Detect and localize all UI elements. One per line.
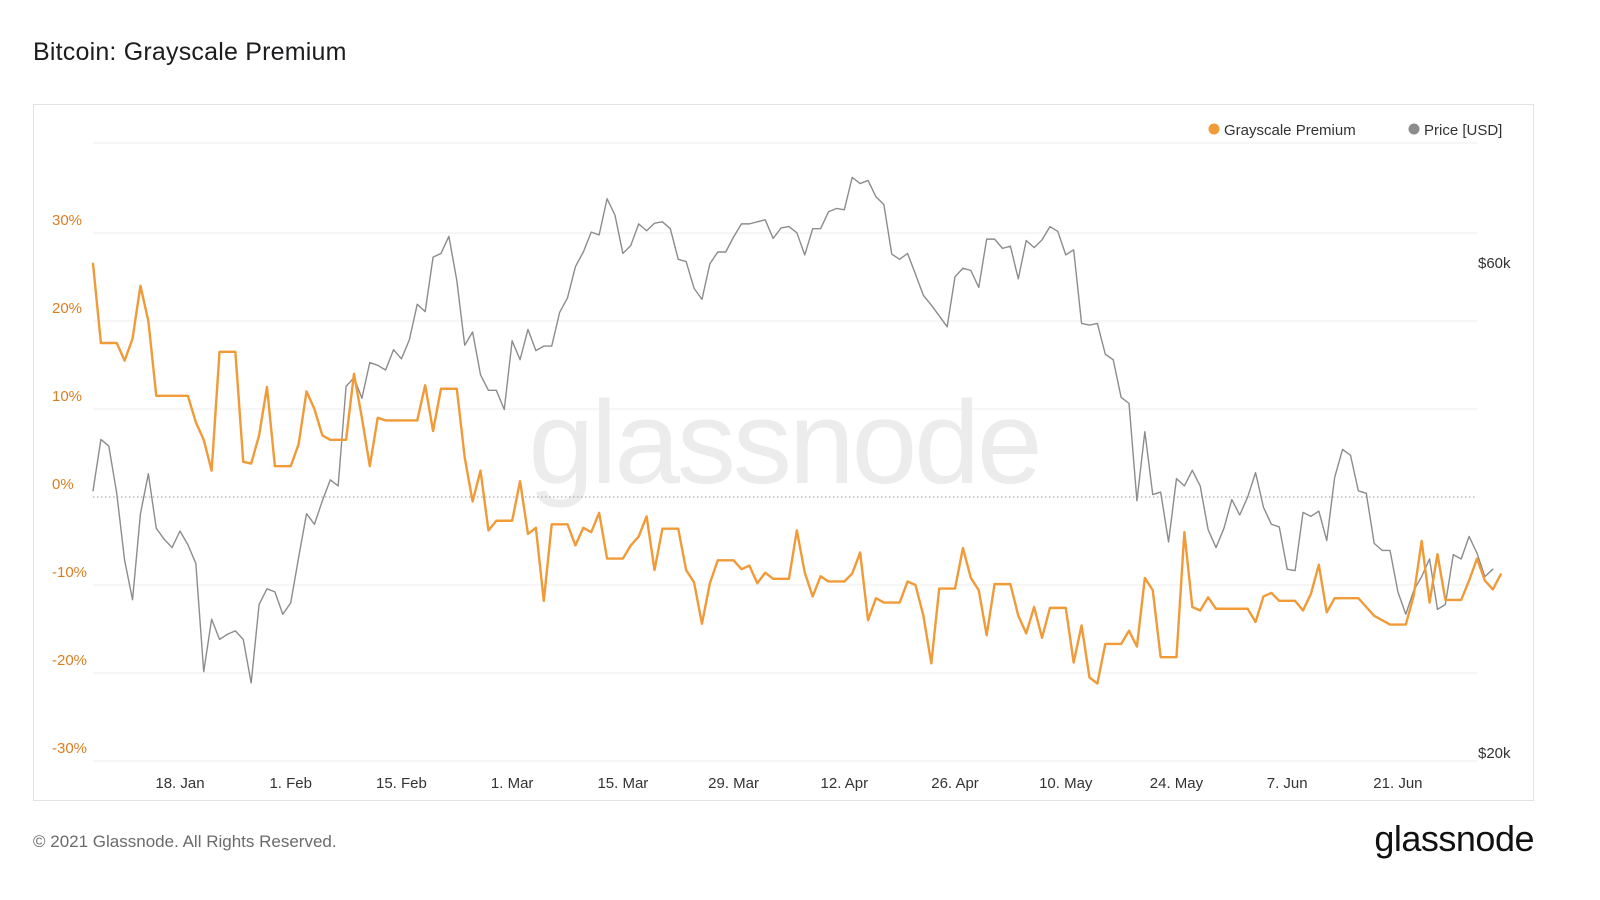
x-tick-label: 24. May (1150, 775, 1204, 792)
series-line-price (92, 176, 1494, 684)
y-left-tick-label: 30% (52, 212, 82, 229)
x-tick-label: 1. Mar (491, 775, 534, 792)
x-tick-label: 1. Feb (269, 775, 312, 792)
y-left-tick-label: 0% (52, 476, 74, 493)
x-tick-label: 10. May (1039, 775, 1093, 792)
legend-item-price[interactable]: Price [USD] (1408, 122, 1503, 139)
y-left-tick-label: -10% (52, 564, 87, 581)
chart-svg: glassnode 30% 20% 10% 0% -10% -20% -30% $60k $20… (52, 122, 1511, 792)
x-tick-label: 7. Jun (1267, 775, 1308, 792)
x-tick-label: 29. Mar (708, 775, 759, 792)
series-line-grayscale-premium (91, 262, 1502, 685)
y-left-tick-label: -30% (52, 740, 87, 757)
x-tick-label: 21. Jun (1373, 775, 1422, 792)
page-title: Bitcoin: Grayscale Premium (33, 38, 347, 66)
legend-label: Price [USD] (1424, 122, 1502, 139)
x-tick-label: 12. Apr (821, 775, 869, 792)
glassnode-logo[interactable]: glassnode (1374, 818, 1534, 859)
legend-label: Grayscale Premium (1224, 122, 1356, 139)
y-left-tick-label: 10% (52, 388, 82, 405)
legend: Grayscale Premium Price [USD] (1208, 122, 1503, 139)
watermark: glassnode (529, 377, 1040, 509)
series-layer (91, 176, 1502, 685)
x-tick-label: 15. Feb (376, 775, 427, 792)
y-right-tick-label: $60k (1478, 255, 1511, 272)
y-left-tick-label: -20% (52, 652, 87, 669)
axis-layer: 30% 20% 10% 0% -10% -20% -30% $60k $20k 18. Jan 1.… (52, 212, 1511, 792)
y-right-tick-label: $20k (1478, 745, 1511, 762)
legend-marker (1408, 123, 1420, 135)
legend-marker (1208, 123, 1220, 135)
legend-item-grayscale-premium[interactable]: Grayscale Premium (1208, 122, 1356, 139)
chart-container: glassnode 30% 20% 10% 0% -10% -20% -30% $60k $20… (33, 104, 1534, 801)
y-left-tick-label: 20% (52, 300, 82, 317)
copyright-text: © 2021 Glassnode. All Rights Reserved. (33, 832, 337, 851)
x-tick-label: 18. Jan (155, 775, 204, 792)
x-tick-label: 15. Mar (597, 775, 648, 792)
x-tick-label: 26. Apr (931, 775, 979, 792)
grid-layer (93, 142, 1477, 762)
